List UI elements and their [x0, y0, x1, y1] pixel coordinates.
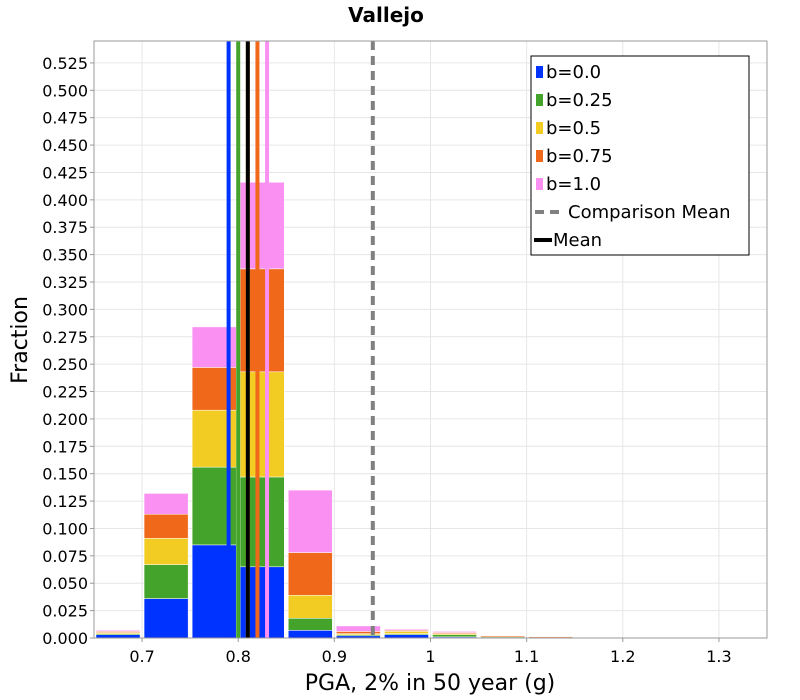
y-tick-label: 0.150: [42, 465, 88, 484]
y-tick-label: 0.100: [42, 519, 88, 538]
bar-segment-b-1-0: [336, 625, 381, 632]
bar-segment-b-0-5: [384, 631, 429, 634]
y-tick-label: 0.350: [42, 246, 88, 265]
bar-segment-b-1-0: [143, 493, 189, 515]
y-axis-title: Fraction: [8, 296, 33, 384]
bar-segment-b-0-25: [143, 564, 189, 599]
legend-swatch-b-0-5: [536, 122, 543, 134]
y-tick-label: 0.450: [42, 136, 88, 155]
y-tick-label: 0.000: [42, 629, 88, 648]
bar-segment-b-0-0: [143, 598, 189, 639]
x-tick-label: 1.1: [514, 647, 539, 666]
y-tick-label: 0.050: [42, 574, 88, 593]
bar-segment-b-0-75: [288, 552, 333, 596]
legend-label-b-0-5: b=0.5: [546, 118, 601, 139]
y-tick-label: 0.475: [42, 109, 88, 128]
bar-segment-b-0-5: [288, 595, 333, 619]
x-tick-label: 1.2: [610, 647, 635, 666]
y-tick-label: 0.250: [42, 355, 88, 374]
bar-segment-b-1-0: [384, 628, 429, 631]
legend-label-b-0-75: b=0.75: [546, 146, 613, 167]
x-tick-label: 0.8: [225, 647, 250, 666]
y-tick-label: 0.525: [42, 54, 88, 73]
y-axis-ticks: 0.000 0.025 0.050 0.075 0.100 0.125 0.150 0.175…: [42, 54, 94, 648]
y-tick-label: 0.025: [42, 602, 88, 621]
y-tick-label: 0.125: [42, 492, 88, 511]
x-tick-label: 0.9: [322, 647, 347, 666]
y-tick-label: 0.425: [42, 163, 88, 182]
y-tick-label: 0.300: [42, 300, 88, 319]
y-tick-label: 0.225: [42, 383, 88, 402]
bar-segment-b-0-25: [432, 634, 477, 638]
bar-segment-b-0-75: [143, 513, 189, 539]
y-tick-label: 0.200: [42, 410, 88, 429]
legend-swatch-b-0-0: [536, 66, 543, 78]
mean-lines-group: [226, 41, 375, 638]
y-tick-label: 0.325: [42, 273, 88, 292]
bar-segment-b-0-0: [288, 630, 333, 639]
y-tick-label: 0.075: [42, 547, 88, 566]
legend: b=0.0 b=0.25 b=0.5 b=0.75 b=1.0 Comparison Me…: [530, 55, 750, 256]
x-tick-label: 1: [425, 647, 435, 666]
y-tick-label: 0.275: [42, 328, 88, 347]
legend-swatch-b-1-0: [536, 178, 543, 190]
y-tick-label: 0.500: [42, 81, 88, 100]
bar-segment-b-1-0: [288, 489, 333, 553]
y-tick-label: 0.375: [42, 218, 88, 237]
legend-box: [530, 55, 750, 256]
x-axis-ticks: 0.7 0.8 0.9 1 1.1 1.2 1.3: [129, 638, 732, 666]
legend-label-b-0-25: b=0.25: [546, 90, 613, 111]
y-tick-label: 0.175: [42, 437, 88, 456]
legend-label-b-1-0: b=1.0: [546, 174, 601, 195]
bar-segment-b-0-5: [143, 538, 189, 565]
chart-title: Vallejo: [348, 3, 424, 27]
legend-label-mean: Mean: [553, 230, 602, 251]
bar-segment-b-0-25: [288, 618, 333, 631]
x-tick-label: 0.7: [129, 647, 154, 666]
legend-label-b-0-0: b=0.0: [546, 62, 601, 83]
bar-segment-b-1-0: [432, 631, 477, 633]
bar-segment-b-1-0: [95, 630, 141, 632]
legend-swatch-b-0-25: [536, 94, 543, 106]
legend-swatch-b-0-75: [536, 150, 543, 162]
legend-label-comparison-mean: Comparison Mean: [568, 202, 731, 223]
x-tick-label: 1.3: [706, 647, 731, 666]
bar-segment-b-0-75: [480, 635, 525, 638]
y-tick-label: 0.400: [42, 191, 88, 210]
x-axis-title: PGA, 2% in 50 year (g): [305, 671, 556, 696]
